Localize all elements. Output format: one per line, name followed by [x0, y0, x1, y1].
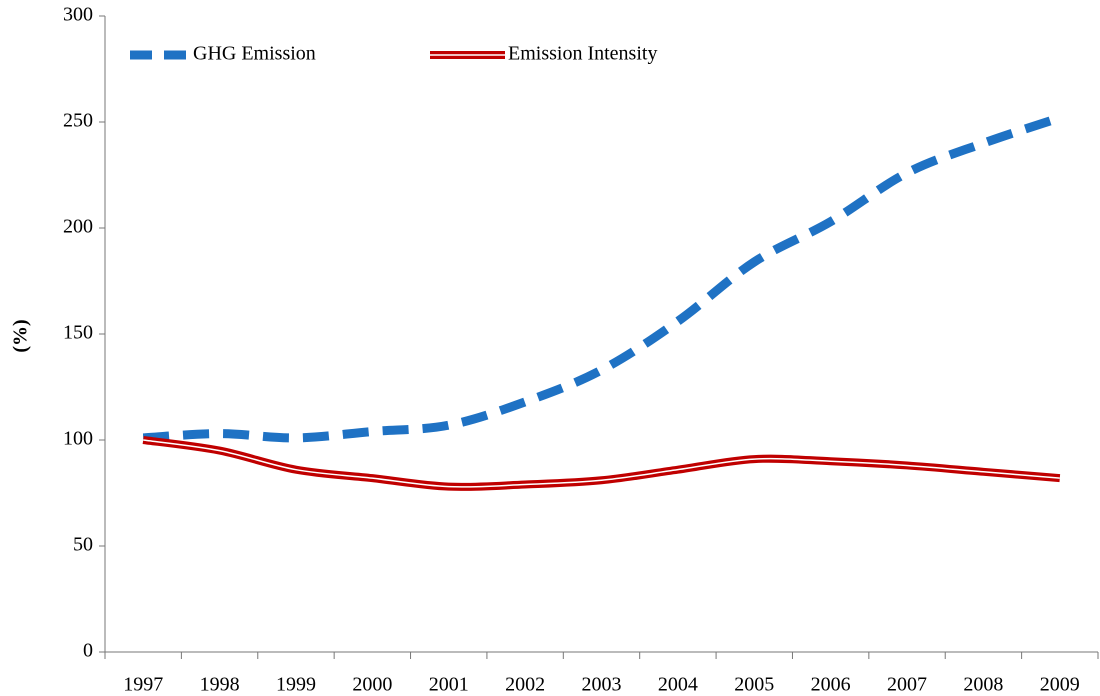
legend-label: Emission Intensity	[508, 43, 657, 65]
x-tick-label: 1997	[123, 674, 163, 696]
x-tick-label: 2004	[658, 674, 698, 696]
y-tick-label: 0	[83, 640, 93, 662]
x-tick-label: 2005	[734, 674, 774, 696]
x-tick-label: 1998	[200, 674, 240, 696]
series-line-inner	[143, 439, 1060, 488]
x-tick-label: 2007	[887, 674, 927, 696]
y-tick-label: 150	[63, 322, 93, 344]
y-tick-label: 100	[63, 428, 93, 450]
y-axis-label: (%)	[10, 319, 32, 352]
y-tick-label: 300	[63, 4, 93, 26]
legend-label: GHG Emission	[193, 43, 316, 65]
x-tick-label: 2001	[429, 674, 469, 696]
x-tick-label: 2008	[963, 674, 1003, 696]
x-tick-label: 2002	[505, 674, 545, 696]
y-tick-label: 250	[63, 110, 93, 132]
x-tick-label: 1999	[276, 674, 316, 696]
series-line	[142, 113, 1062, 443]
x-tick-label: 2006	[811, 674, 851, 696]
y-tick-label: 50	[73, 534, 93, 556]
x-tick-label: 2003	[582, 674, 622, 696]
y-tick-label: 200	[63, 216, 93, 238]
x-tick-label: 2009	[1040, 674, 1080, 696]
x-tick-label: 2000	[352, 674, 392, 696]
